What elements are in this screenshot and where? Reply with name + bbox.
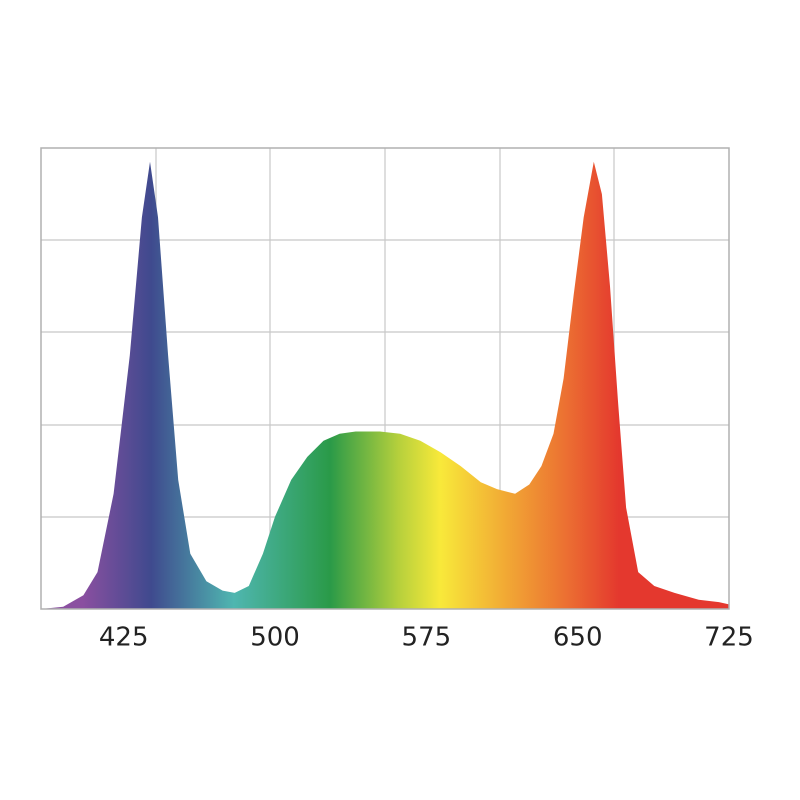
spectrum-area xyxy=(41,161,729,610)
x-tick-label: 575 xyxy=(402,623,452,653)
x-tick-label: 650 xyxy=(553,623,603,653)
x-tick-label: 500 xyxy=(250,623,300,653)
plot-frame xyxy=(40,147,730,610)
x-tick-label: 425 xyxy=(99,623,149,653)
x-tick-label: 725 xyxy=(704,623,754,653)
